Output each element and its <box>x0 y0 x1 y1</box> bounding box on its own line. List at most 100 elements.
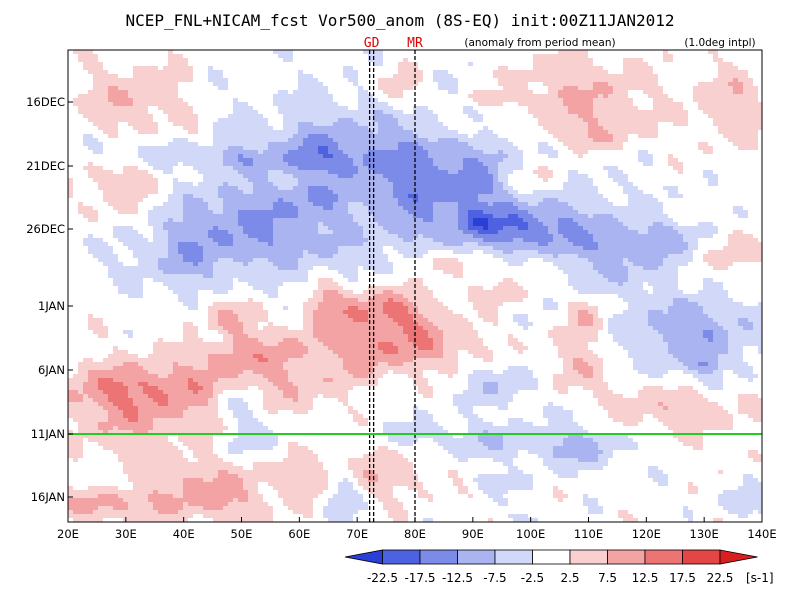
field-cell <box>238 138 244 143</box>
field-cell <box>398 102 404 107</box>
field-cell <box>153 134 159 139</box>
field-cell <box>183 82 189 87</box>
field-cell <box>218 182 224 187</box>
field-cell <box>533 178 539 183</box>
field-cell <box>608 110 614 115</box>
field-cell <box>433 130 439 135</box>
field-cell <box>308 158 314 163</box>
field-cell <box>343 110 349 115</box>
field-cell <box>103 106 109 111</box>
field-cell <box>113 178 119 183</box>
field-cell <box>148 82 154 87</box>
field-cell <box>233 70 239 75</box>
field-cell <box>523 154 529 159</box>
field-cell <box>503 110 509 115</box>
field-cell <box>148 146 154 151</box>
field-cell <box>228 90 234 95</box>
field-cell <box>313 90 319 95</box>
field-cell <box>668 110 674 115</box>
field-cell <box>173 82 179 87</box>
field-cell <box>433 102 439 107</box>
field-cell <box>583 174 589 179</box>
field-cell <box>523 90 529 95</box>
field-cell <box>373 110 379 115</box>
field-cell <box>738 118 744 123</box>
field-cell <box>473 50 479 55</box>
field-cell <box>568 98 574 103</box>
field-cell <box>128 94 134 99</box>
field-cell <box>678 150 684 155</box>
field-cell <box>558 70 564 75</box>
field-cell <box>128 182 134 187</box>
field-cell <box>343 138 349 143</box>
field-cell <box>108 178 114 183</box>
field-cell <box>173 74 179 79</box>
field-cell <box>528 146 534 151</box>
field-cell <box>528 118 534 123</box>
field-cell <box>388 94 394 99</box>
field-cell <box>198 134 204 139</box>
field-cell <box>308 166 314 171</box>
field-cell <box>243 62 249 67</box>
field-cell <box>378 70 384 75</box>
field-cell <box>248 154 254 159</box>
field-cell <box>493 122 499 127</box>
field-cell <box>678 162 684 167</box>
field-cell <box>488 134 494 139</box>
field-cell <box>318 110 324 115</box>
field-cell <box>648 122 654 127</box>
field-cell <box>733 182 739 187</box>
field-cell <box>548 142 554 147</box>
field-cell <box>583 94 589 99</box>
field-cell <box>528 70 534 75</box>
field-cell <box>203 174 209 179</box>
field-cell <box>603 142 609 147</box>
field-cell <box>718 110 724 115</box>
field-cell <box>393 90 399 95</box>
field-cell <box>748 146 754 151</box>
field-cell <box>623 102 629 107</box>
field-cell <box>338 166 344 171</box>
field-cell <box>563 130 569 135</box>
field-cell <box>513 166 519 171</box>
field-cell <box>508 94 514 99</box>
field-cell <box>103 114 109 119</box>
field-cell <box>288 134 294 139</box>
field-cell <box>413 98 419 103</box>
field-cell <box>178 170 184 175</box>
field-cell <box>703 70 709 75</box>
field-cell <box>633 138 639 143</box>
field-cell <box>113 66 119 71</box>
field-cell <box>373 74 379 79</box>
field-cell <box>733 90 739 95</box>
field-cell <box>138 106 144 111</box>
field-cell <box>543 50 549 55</box>
field-cell <box>568 114 574 119</box>
field-cell <box>133 122 139 127</box>
field-cell <box>438 98 444 103</box>
field-cell <box>538 190 544 195</box>
field-cell <box>293 134 299 139</box>
field-cell <box>313 146 319 151</box>
field-cell <box>488 86 494 91</box>
field-cell <box>628 138 634 143</box>
field-cell <box>578 170 584 175</box>
field-cell <box>103 142 109 147</box>
field-cell <box>473 54 479 59</box>
field-cell <box>358 114 364 119</box>
field-cell <box>328 142 334 147</box>
field-cell <box>283 78 289 83</box>
field-cell <box>683 130 689 135</box>
field-cell <box>573 50 579 55</box>
field-cell <box>98 190 104 195</box>
field-cell <box>273 90 279 95</box>
field-cell <box>723 54 729 59</box>
field-cell <box>548 134 554 139</box>
field-cell <box>638 62 644 67</box>
field-cell <box>168 90 174 95</box>
field-cell <box>233 50 239 55</box>
field-cell <box>743 106 749 111</box>
field-cell <box>458 50 464 55</box>
field-cell <box>688 90 694 95</box>
field-cell <box>413 174 419 179</box>
